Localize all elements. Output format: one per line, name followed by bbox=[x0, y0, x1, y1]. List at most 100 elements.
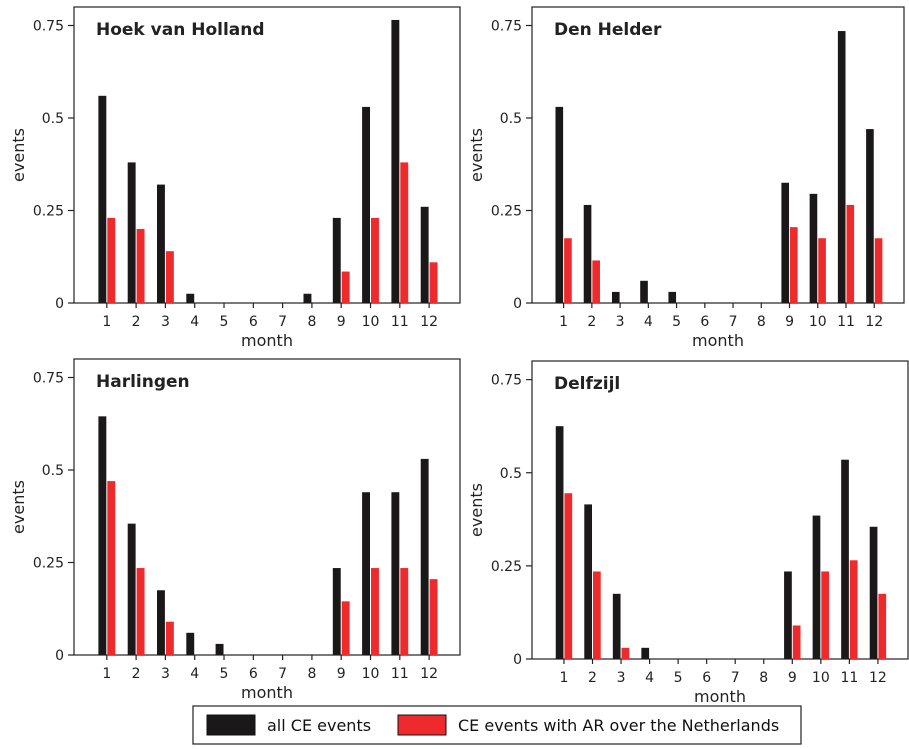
bar-all-ce bbox=[612, 593, 621, 659]
y-tick-label: 0.25 bbox=[491, 559, 522, 575]
bar-all-ce bbox=[812, 515, 821, 659]
x-tick-label: 7 bbox=[278, 314, 287, 330]
legend-label-all: all CE events bbox=[267, 716, 371, 735]
y-tick-label: 0 bbox=[513, 296, 522, 312]
bar-ar-ce bbox=[136, 568, 145, 655]
x-tick-label: 1 bbox=[559, 670, 568, 686]
bar-ar-ce bbox=[621, 647, 630, 659]
x-tick-label: 11 bbox=[837, 314, 855, 330]
x-tick-label: 11 bbox=[840, 670, 858, 686]
x-tick-label: 2 bbox=[132, 314, 141, 330]
bar-ar-ce bbox=[107, 481, 116, 655]
bar-all-ce bbox=[837, 31, 846, 304]
x-tick-label: 10 bbox=[812, 670, 830, 686]
x-tick-label: 4 bbox=[645, 670, 654, 686]
x-tick-label: 10 bbox=[362, 666, 380, 682]
y-tick-label: 0.5 bbox=[500, 111, 522, 127]
bar-ar-ce bbox=[341, 601, 350, 655]
bar-all-ce bbox=[584, 504, 593, 659]
y-axis-label: events bbox=[9, 480, 28, 534]
bar-all-ce bbox=[391, 19, 400, 303]
x-tick-label: 11 bbox=[391, 666, 409, 682]
plot-frame bbox=[73, 358, 461, 656]
x-axis-label: month bbox=[241, 331, 293, 350]
y-tick-label: 0.75 bbox=[491, 19, 522, 35]
bar-all-ce bbox=[391, 492, 400, 655]
bar-all-ce bbox=[332, 568, 341, 655]
bar-all-ce bbox=[186, 293, 195, 303]
panel-title: Delfzijl bbox=[554, 374, 620, 394]
bar-ar-ce bbox=[165, 621, 174, 655]
x-tick-label: 7 bbox=[278, 666, 287, 682]
x-tick-label: 8 bbox=[307, 666, 316, 682]
x-axis-label: month bbox=[694, 687, 746, 706]
x-tick-label: 12 bbox=[420, 666, 438, 682]
x-tick-label: 5 bbox=[220, 314, 229, 330]
x-tick-label: 12 bbox=[869, 670, 887, 686]
bar-all-ce bbox=[127, 523, 136, 655]
bar-all-ce bbox=[668, 291, 677, 303]
bar-all-ce bbox=[809, 193, 818, 303]
bar-ar-ce bbox=[564, 238, 572, 303]
bar-all-ce bbox=[869, 526, 878, 659]
bar-ar-ce bbox=[564, 493, 573, 659]
x-tick-label: 4 bbox=[190, 314, 199, 330]
panel-title: Den Helder bbox=[554, 20, 662, 40]
x-tick-label: 4 bbox=[644, 314, 653, 330]
x-tick-label: 6 bbox=[249, 314, 258, 330]
x-tick-label: 6 bbox=[700, 314, 709, 330]
bar-all-ce bbox=[186, 632, 195, 655]
x-tick-label: 5 bbox=[672, 314, 681, 330]
bar-ar-ce bbox=[593, 571, 601, 659]
bar-ar-ce bbox=[846, 204, 855, 303]
x-tick-label: 1 bbox=[102, 314, 111, 330]
x-tick-label: 2 bbox=[588, 670, 597, 686]
y-tick-label: 0.5 bbox=[500, 466, 522, 482]
bar-ar-ce bbox=[429, 262, 438, 303]
x-tick-label: 11 bbox=[391, 314, 409, 330]
bar-all-ce bbox=[420, 206, 429, 303]
x-tick-label: 10 bbox=[362, 314, 380, 330]
bar-all-ce bbox=[555, 106, 564, 304]
x-tick-label: 3 bbox=[161, 666, 170, 682]
bar-all-ce bbox=[841, 459, 849, 659]
x-tick-label: 2 bbox=[132, 666, 141, 682]
bar-all-ce bbox=[784, 571, 792, 659]
x-tick-label: 12 bbox=[865, 314, 883, 330]
x-axis-label: month bbox=[692, 331, 744, 350]
y-tick-label: 0.25 bbox=[491, 204, 522, 220]
panel-title: Hoek van Holland bbox=[96, 20, 265, 40]
bar-ar-ce bbox=[790, 227, 798, 303]
legend: all CE events CE events with AR over the… bbox=[192, 705, 802, 745]
y-tick-label: 0.75 bbox=[491, 373, 522, 389]
bar-ar-ce bbox=[371, 217, 379, 303]
legend-swatch-all bbox=[206, 714, 256, 736]
bar-ar-ce bbox=[592, 260, 600, 303]
bar-ar-ce bbox=[107, 217, 116, 303]
bar-all-ce bbox=[362, 106, 371, 304]
bar-ar-ce bbox=[874, 238, 883, 303]
bar-all-ce bbox=[641, 647, 650, 659]
bar-all-ce bbox=[332, 217, 341, 303]
y-axis-label: events bbox=[467, 483, 486, 537]
bar-all-ce bbox=[555, 426, 564, 659]
x-tick-label: 4 bbox=[190, 666, 199, 682]
bar-all-ce bbox=[303, 293, 312, 303]
bar-all-ce bbox=[98, 416, 107, 655]
bar-ar-ce bbox=[792, 625, 801, 659]
x-tick-label: 2 bbox=[587, 314, 596, 330]
legend-frame bbox=[192, 705, 802, 745]
bar-all-ce bbox=[866, 129, 874, 303]
bar-all-ce bbox=[127, 162, 136, 303]
bar-all-ce bbox=[781, 182, 790, 303]
bar-ar-ce bbox=[400, 162, 409, 303]
bar-ar-ce bbox=[136, 229, 145, 303]
x-tick-label: 9 bbox=[337, 314, 346, 330]
bar-ar-ce bbox=[400, 568, 409, 655]
bar-all-ce bbox=[157, 184, 165, 303]
bar-all-ce bbox=[362, 492, 371, 655]
